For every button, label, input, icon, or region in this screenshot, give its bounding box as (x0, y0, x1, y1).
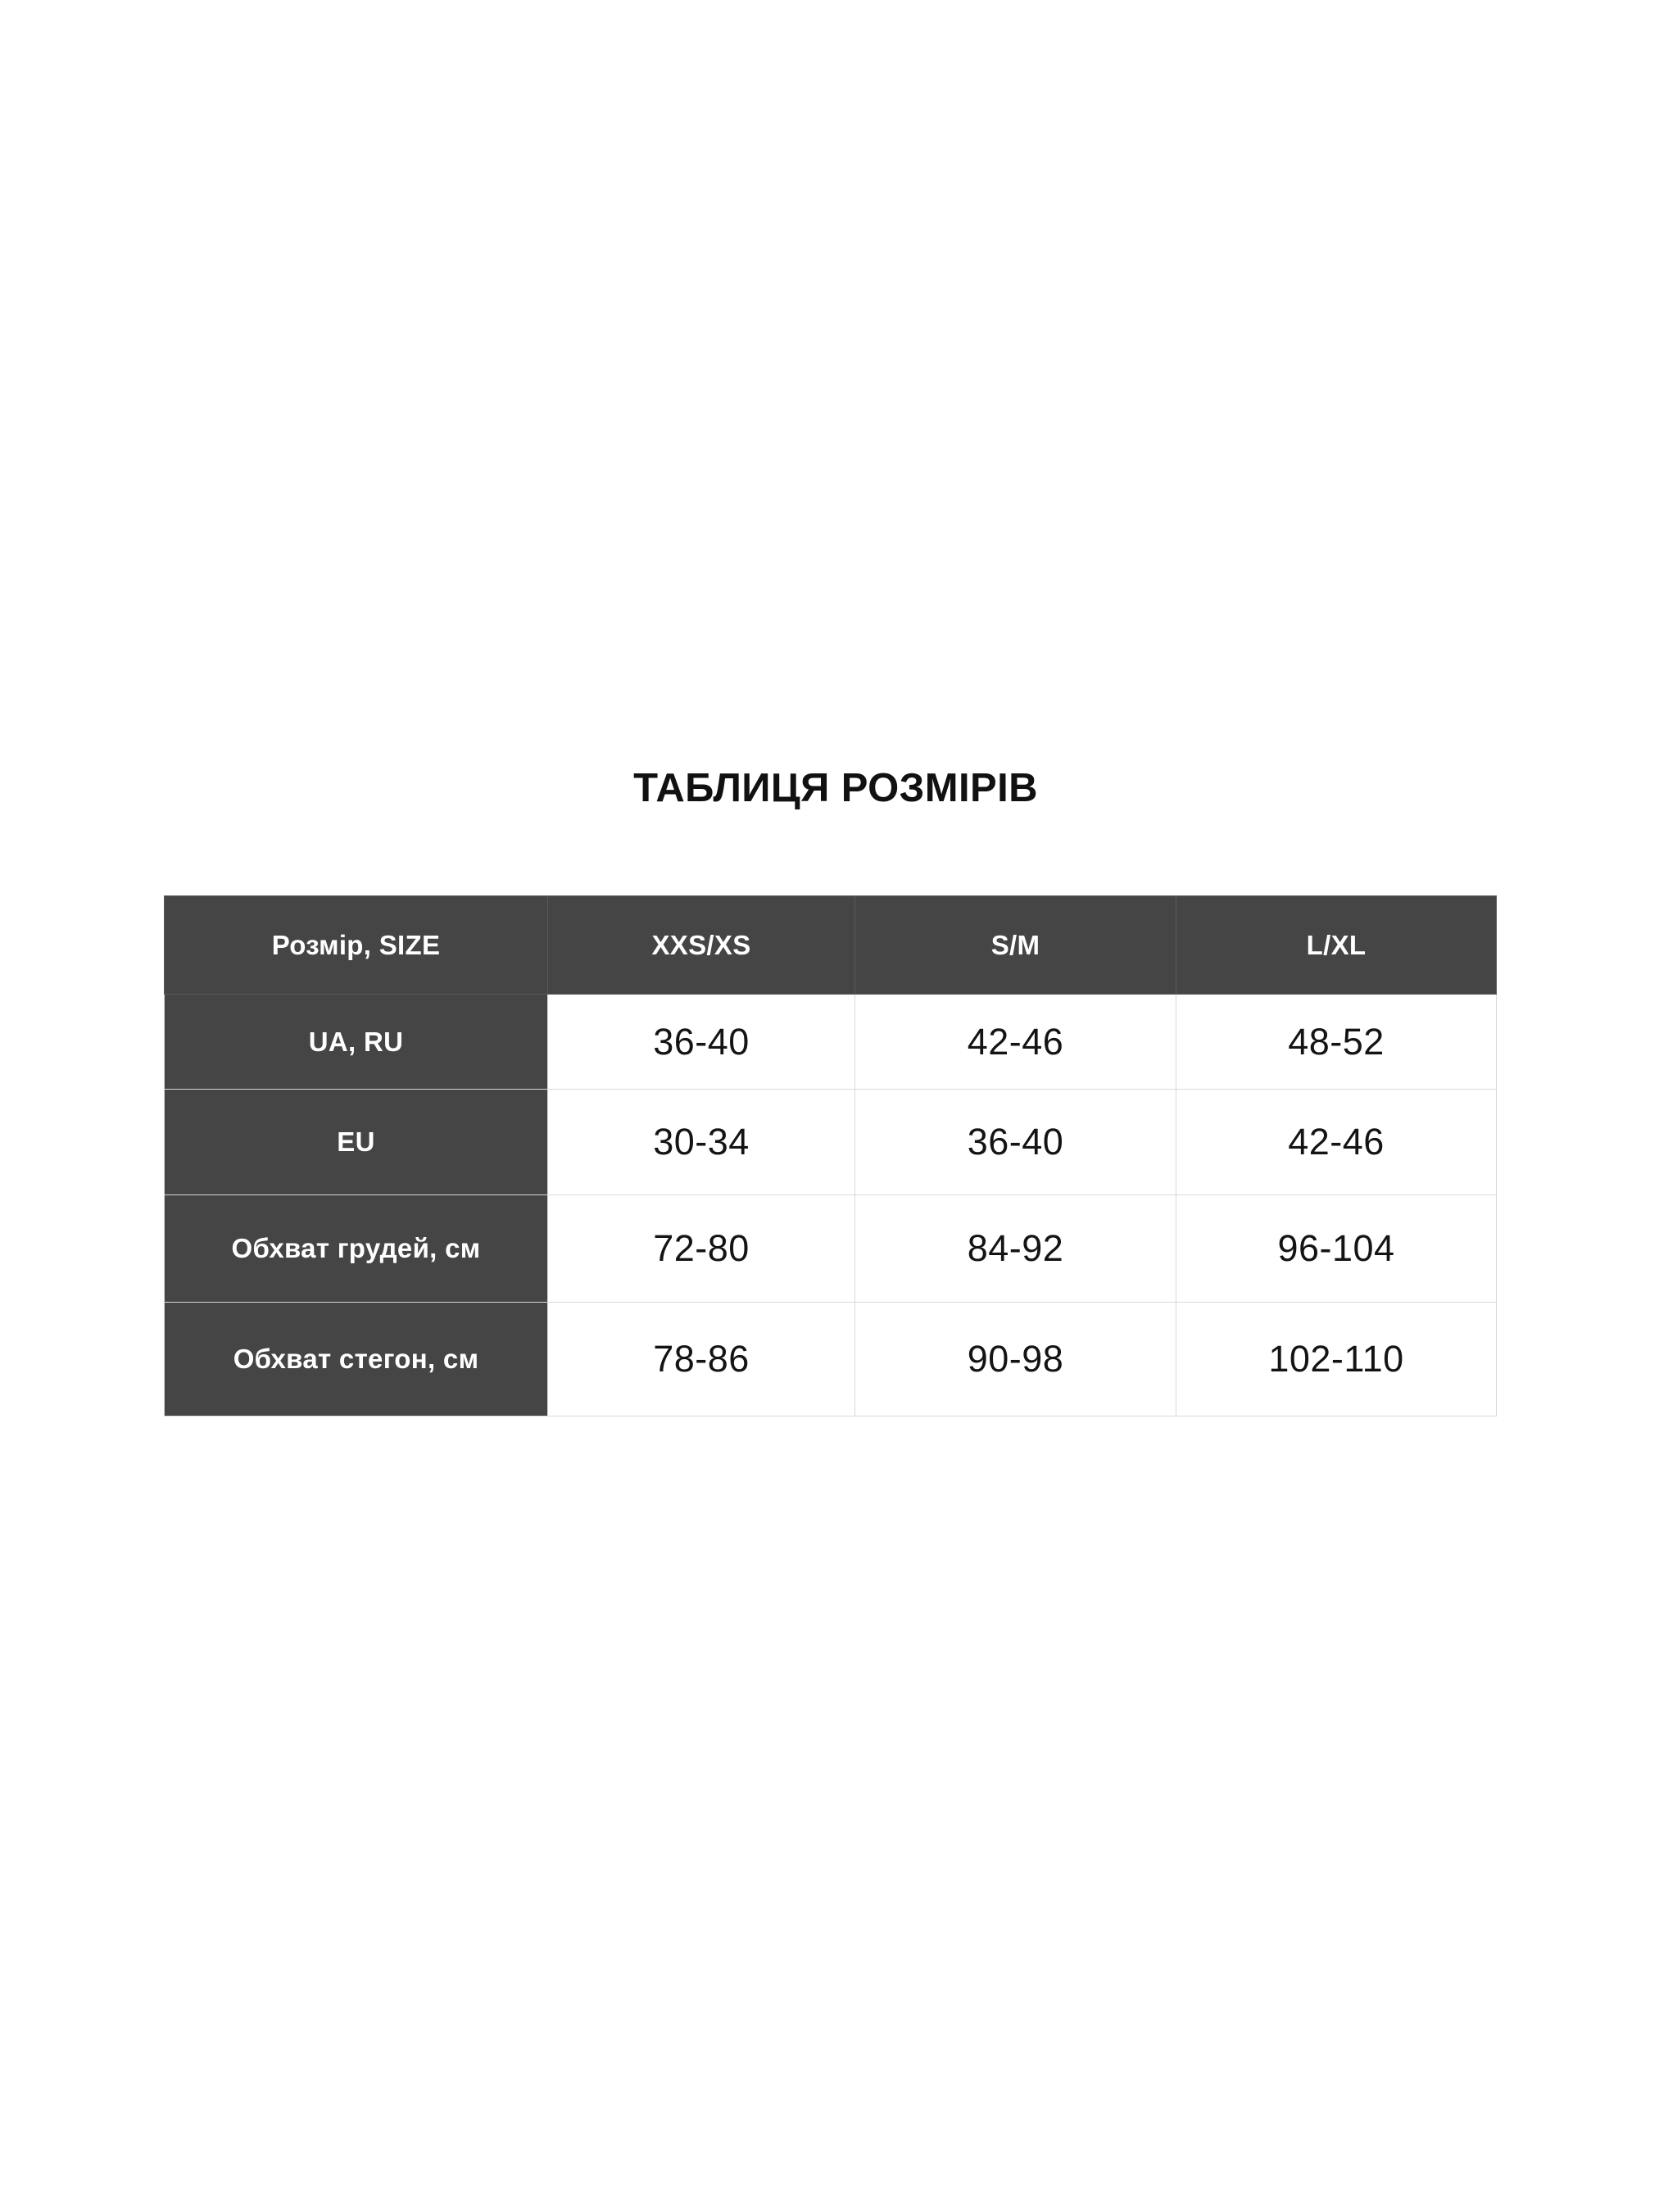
row-label-hip-circumference: Обхват стегон, см (164, 1302, 548, 1416)
cell-hip-l-xl: 102-110 (1176, 1302, 1497, 1416)
table-row: Обхват стегон, см 78-86 90-98 102-110 (164, 1302, 1497, 1416)
size-table-container: Розмір, SIZE XXS/XS S/M L/XL UA, RU 36-4… (164, 895, 1497, 1416)
page-title: ТАБЛИЦЯ РОЗМІРІВ (633, 766, 1038, 810)
table-header: Розмір, SIZE XXS/XS S/M L/XL (164, 895, 1497, 995)
cell-chest-xxs-xs: 72-80 (547, 1194, 855, 1303)
table-row: EU 30-34 36-40 42-46 (164, 1089, 1497, 1195)
row-label-eu: EU (164, 1089, 548, 1195)
table-row: Обхват грудей, см 72-80 84-92 96-104 (164, 1194, 1497, 1303)
cell-hip-s-m: 90-98 (854, 1302, 1176, 1416)
cell-eu-l-xl: 42-46 (1176, 1089, 1497, 1195)
column-header-l-xl: L/XL (1176, 895, 1497, 995)
cell-chest-l-xl: 96-104 (1176, 1194, 1497, 1303)
cell-eu-xxs-xs: 30-34 (547, 1089, 855, 1195)
column-header-s-m: S/M (854, 895, 1176, 995)
table-body: UA, RU 36-40 42-46 48-52 EU 30-34 36-40 … (164, 994, 1497, 1416)
row-label-chest-circumference: Обхват грудей, см (164, 1194, 548, 1303)
row-label-ua-ru: UA, RU (164, 994, 548, 1090)
cell-chest-s-m: 84-92 (854, 1194, 1176, 1303)
cell-ua-ru-xxs-xs: 36-40 (547, 994, 855, 1090)
cell-ua-ru-s-m: 42-46 (854, 994, 1176, 1090)
cell-hip-xxs-xs: 78-86 (547, 1302, 855, 1416)
table-header-row: Розмір, SIZE XXS/XS S/M L/XL (164, 895, 1497, 995)
cell-ua-ru-l-xl: 48-52 (1176, 994, 1497, 1090)
column-header-xxs-xs: XXS/XS (547, 895, 855, 995)
column-header-size-label: Розмір, SIZE (164, 895, 548, 995)
cell-eu-s-m: 36-40 (854, 1089, 1176, 1195)
size-table: Розмір, SIZE XXS/XS S/M L/XL UA, RU 36-4… (164, 895, 1497, 1416)
table-row: UA, RU 36-40 42-46 48-52 (164, 994, 1497, 1090)
